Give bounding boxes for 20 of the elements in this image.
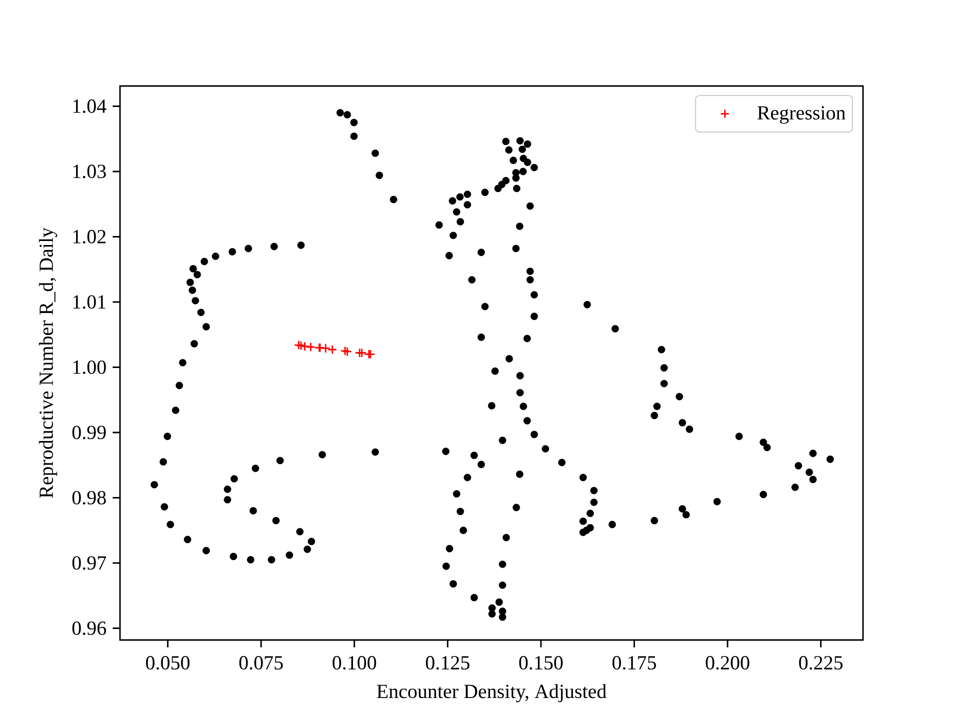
- x-tick-label: 0.175: [612, 656, 656, 670]
- x-tick-label: 0.225: [799, 656, 843, 670]
- y-axis-title: Reproductive Number R_d, Daily: [38, 228, 58, 498]
- y-tick-label: 0.97: [72, 556, 106, 570]
- x-axis-title: Encounter Density, Adjusted: [376, 684, 606, 702]
- y-tick-label: 0.96: [72, 621, 106, 636]
- y-tick-label: 1.01: [73, 295, 106, 309]
- x-tick-label: 0.200: [706, 656, 750, 670]
- y-tick-label: 1.00: [73, 360, 106, 374]
- x-tick-label: 0.075: [239, 656, 283, 670]
- y-tick-label: 1.04: [73, 99, 106, 114]
- y-tick-label: 1.03: [73, 164, 106, 178]
- legend-label: Regression: [757, 106, 846, 124]
- y-tick-label: 1.02: [73, 230, 106, 244]
- x-tick-label: 0.150: [519, 656, 563, 670]
- x-tick-label: 0.050: [146, 656, 190, 670]
- x-tick-label: 0.125: [426, 656, 470, 670]
- x-tick-label: 0.100: [332, 656, 376, 670]
- y-tick-label: 0.99: [72, 426, 106, 440]
- y-tick-label: 0.98: [72, 490, 106, 505]
